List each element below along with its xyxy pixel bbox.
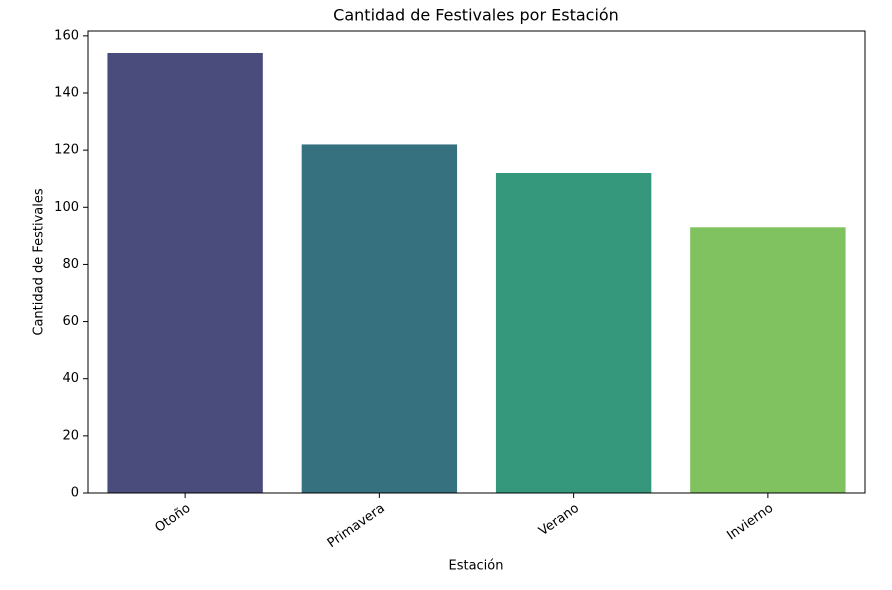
y-tick-label: 80 <box>62 257 79 272</box>
bar <box>107 53 263 493</box>
y-tick-label: 120 <box>54 143 79 158</box>
bar <box>495 173 652 493</box>
y-tick-label: 20 <box>62 428 79 443</box>
y-tick-label: 40 <box>62 371 79 386</box>
x-axis-label: Estación <box>448 559 503 574</box>
y-tick-label: 100 <box>54 200 79 215</box>
y-tick-label: 140 <box>54 86 79 101</box>
plot-frame <box>87 30 866 494</box>
x-tick-label: Invierno <box>724 501 776 544</box>
bar <box>690 227 846 494</box>
y-tick-label: 160 <box>54 28 79 43</box>
x-tick-label: Primavera <box>325 501 388 551</box>
bar <box>301 144 458 493</box>
y-axis-label: Cantidad de Festivales <box>32 188 47 335</box>
y-tick-label: 0 <box>71 486 79 501</box>
x-tick-label: Verano <box>536 501 582 539</box>
y-tick-label: 60 <box>62 314 79 329</box>
chart-title: Cantidad de Festivales por Estación <box>333 6 619 25</box>
x-tick-label: Otoño <box>152 501 193 536</box>
